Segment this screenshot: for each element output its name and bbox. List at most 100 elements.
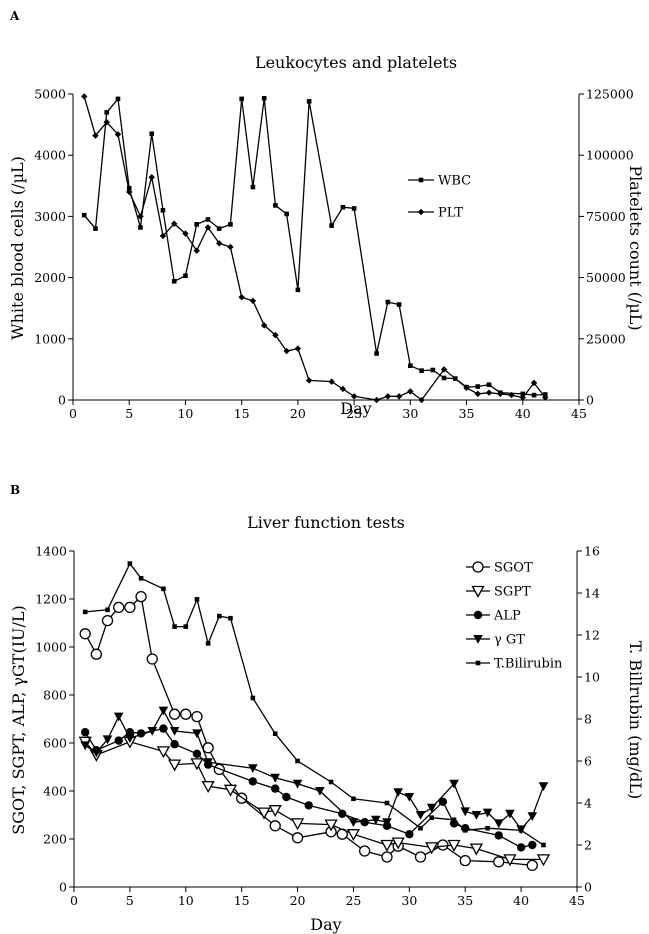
data-point-wbc — [115, 96, 121, 102]
data-point-plt — [182, 230, 189, 237]
data-point-wbc — [430, 367, 436, 373]
data-point-sgot — [358, 845, 371, 857]
data-point-gt — [382, 818, 392, 827]
data-point-gt — [91, 748, 102, 758]
data-point-wbc — [475, 384, 481, 389]
data-point-sgpt — [156, 746, 171, 759]
data-point-plt — [193, 247, 200, 254]
data-point-gt — [482, 808, 493, 818]
data-point-t-bilirubin — [183, 624, 189, 629]
data-point-plt — [474, 390, 481, 398]
chart-title-b: Liver function tests — [247, 513, 405, 532]
data-point-gt — [404, 793, 415, 802]
data-point-sgot — [113, 601, 125, 614]
legend-label-alp: ALP — [493, 609, 521, 624]
data-point-wbc — [374, 351, 379, 356]
y-tick-label: 0 — [58, 393, 66, 408]
x-tick-label: 45 — [571, 406, 587, 421]
data-point-gt — [415, 811, 426, 820]
series-line-gt — [84, 709, 545, 831]
data-point-sgot — [459, 854, 471, 867]
data-point-gt — [315, 787, 325, 796]
data-point-sgot — [291, 832, 304, 844]
legend-label-gt: γ GT — [494, 633, 525, 648]
y2-axis-label-b: T. Billrubin (mg/dL) — [626, 641, 645, 799]
data-point-alp — [494, 831, 503, 840]
data-point-wbc — [351, 206, 357, 211]
panel-a: A Leukocytes and platelets 0 5 10 15 20 25 30 3… — [8, 9, 645, 421]
data-point-plt — [350, 393, 358, 400]
data-point-sgpt — [346, 829, 361, 842]
y2-tick-label: 0 — [584, 880, 592, 895]
data-point-wbc — [531, 392, 537, 398]
data-point-plt — [294, 345, 302, 352]
x-tick-label: 0 — [69, 406, 77, 421]
x-tick-label: 40 — [513, 893, 529, 908]
data-point-gt — [192, 729, 202, 739]
x-tick-label: 10 — [177, 406, 193, 421]
data-point-plt — [148, 174, 155, 181]
data-point-wbc — [239, 96, 244, 102]
data-point-gt — [371, 815, 381, 825]
x-tick-label: 15 — [234, 406, 250, 421]
data-point-t-bilirubin — [451, 817, 457, 823]
data-point-wbc — [261, 95, 267, 101]
plot-area-a: 0 5 10 15 20 25 30 35 40 450100020003000400050000… — [34, 87, 634, 422]
legend-marker-sgpt — [471, 585, 485, 598]
data-point-wbc — [160, 207, 166, 213]
y2-axis-label-a: Platelets count (/µL) — [626, 165, 645, 330]
x-axis-label-a: Day — [340, 399, 371, 418]
data-point-plt — [81, 93, 88, 100]
x-tick-label: 25 — [345, 893, 361, 908]
data-point-wbc — [149, 131, 155, 137]
x-tick-label: 35 — [457, 893, 473, 908]
data-point-gt — [203, 758, 213, 767]
data-point-plt — [137, 213, 144, 220]
data-point-sgot — [381, 851, 393, 863]
data-point-sgot — [269, 820, 281, 832]
data-point-wbc — [81, 212, 87, 218]
data-point-t-bilirubin — [518, 828, 524, 833]
data-point-plt — [114, 131, 122, 138]
y-tick-label: 2000 — [34, 270, 66, 285]
data-point-t-bilirubin — [485, 825, 490, 831]
data-point-gt — [527, 812, 538, 821]
data-point-wbc — [194, 222, 199, 227]
data-point-sgpt — [257, 807, 271, 820]
legend-label-plt: PLT — [438, 206, 463, 221]
x-tick-label: 15 — [234, 893, 250, 908]
y2-tick-label: 16 — [584, 544, 600, 559]
y-tick-label: 1200 — [35, 592, 67, 607]
data-point-t-bilirubin — [228, 615, 233, 621]
data-point-wbc — [441, 375, 447, 381]
y-tick-label: 1000 — [35, 640, 67, 655]
data-point-plt — [407, 388, 414, 395]
data-point-plt — [283, 347, 290, 355]
data-point-plt — [103, 118, 110, 126]
data-point-plt — [395, 393, 403, 400]
data-point-sgpt — [380, 839, 394, 852]
y2-tick-label: 50000 — [586, 270, 626, 285]
data-point-plt — [339, 385, 347, 393]
data-point-wbc — [486, 382, 492, 387]
x-tick-label: 40 — [515, 406, 531, 421]
data-point-t-bilirubin — [217, 613, 222, 619]
x-tick-label: 30 — [401, 893, 417, 908]
data-point-plt — [508, 391, 515, 399]
data-point-sgpt — [168, 759, 182, 772]
x-tick-label: 0 — [70, 893, 78, 908]
data-point-t-bilirubin — [82, 609, 88, 615]
y2-tick-label: 14 — [584, 586, 600, 601]
y-axis-label-b: SGOT, SGPT, ALP, γGT(IU/L) — [9, 605, 28, 835]
data-point-t-bilirubin — [429, 815, 434, 820]
data-point-alp — [516, 843, 526, 852]
data-point-t-bilirubin — [272, 731, 278, 736]
data-point-gt — [248, 764, 258, 773]
legend-marker-gt — [473, 635, 483, 644]
x-tick-label: 30 — [402, 406, 418, 421]
data-point-plt — [92, 132, 99, 139]
data-point-gt — [125, 734, 135, 743]
x-tick-label: 5 — [126, 893, 134, 908]
data-point-sgot — [526, 859, 538, 872]
x-axis-label-b: Day — [310, 915, 341, 934]
